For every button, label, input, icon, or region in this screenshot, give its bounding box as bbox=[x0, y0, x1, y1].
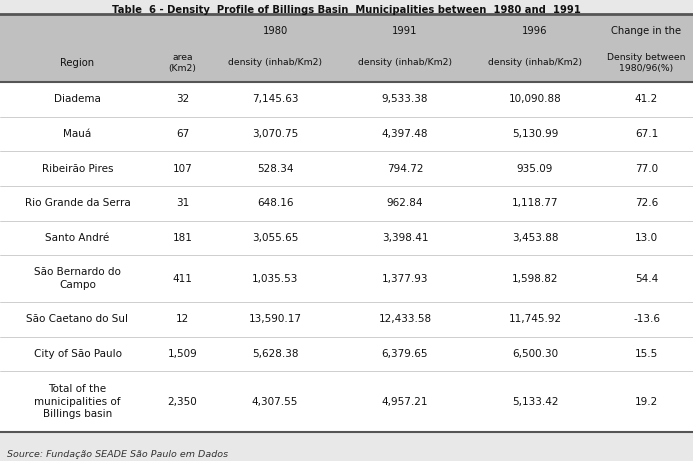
Text: São Bernardo do
Campo: São Bernardo do Campo bbox=[34, 267, 121, 290]
Text: 19.2: 19.2 bbox=[635, 396, 658, 407]
Text: density (inhab/Km2): density (inhab/Km2) bbox=[228, 59, 322, 67]
Text: 528.34: 528.34 bbox=[256, 164, 293, 174]
Text: 3,453.88: 3,453.88 bbox=[511, 233, 559, 243]
Text: 181: 181 bbox=[173, 233, 193, 243]
Text: 13,590.17: 13,590.17 bbox=[249, 314, 301, 325]
Text: 12,433.58: 12,433.58 bbox=[378, 314, 432, 325]
Text: density (inhab/Km2): density (inhab/Km2) bbox=[488, 59, 582, 67]
Text: 1,598.82: 1,598.82 bbox=[511, 274, 559, 284]
Text: 648.16: 648.16 bbox=[256, 198, 293, 208]
Text: Mauá: Mauá bbox=[63, 129, 91, 139]
Text: 5,130.99: 5,130.99 bbox=[512, 129, 558, 139]
Text: Total of the
municipalities of
Billings basin: Total of the municipalities of Billings … bbox=[34, 384, 121, 419]
Text: 3,055.65: 3,055.65 bbox=[252, 233, 298, 243]
Text: 411: 411 bbox=[173, 274, 193, 284]
Text: 935.09: 935.09 bbox=[517, 164, 553, 174]
Text: Region: Region bbox=[60, 58, 94, 68]
Text: 77.0: 77.0 bbox=[635, 164, 658, 174]
Text: Rio Grande da Serra: Rio Grande da Serra bbox=[25, 198, 130, 208]
Text: 1996: 1996 bbox=[523, 26, 547, 36]
Text: Change in the: Change in the bbox=[611, 26, 681, 36]
Text: 41.2: 41.2 bbox=[635, 95, 658, 104]
Text: 4,307.55: 4,307.55 bbox=[252, 396, 298, 407]
Text: 67.1: 67.1 bbox=[635, 129, 658, 139]
Text: Diadema: Diadema bbox=[54, 95, 101, 104]
Text: 107: 107 bbox=[173, 164, 193, 174]
Text: area
(Km2): area (Km2) bbox=[168, 53, 196, 73]
Text: 32: 32 bbox=[176, 95, 189, 104]
Text: Table  6 - Density  Profile of Billings Basin  Municipalities between  1980 and : Table 6 - Density Profile of Billings Ba… bbox=[112, 5, 581, 15]
Text: 67: 67 bbox=[176, 129, 189, 139]
Text: Source: Fundação SEADE São Paulo em Dados: Source: Fundação SEADE São Paulo em Dado… bbox=[7, 450, 228, 459]
Text: density (inhab/Km2): density (inhab/Km2) bbox=[358, 59, 452, 67]
Text: 4,397.48: 4,397.48 bbox=[382, 129, 428, 139]
Text: 1,377.93: 1,377.93 bbox=[382, 274, 428, 284]
Text: 1991: 1991 bbox=[392, 26, 418, 36]
Text: 4,957.21: 4,957.21 bbox=[382, 396, 428, 407]
Text: 1980: 1980 bbox=[263, 26, 288, 36]
Text: Santo André: Santo André bbox=[45, 233, 109, 243]
Text: 15.5: 15.5 bbox=[635, 349, 658, 359]
Text: 1,509: 1,509 bbox=[168, 349, 198, 359]
Text: São Caetano do Sul: São Caetano do Sul bbox=[26, 314, 128, 325]
Text: 1,118.77: 1,118.77 bbox=[511, 198, 559, 208]
Text: 72.6: 72.6 bbox=[635, 198, 658, 208]
Text: Density between
1980/96(%): Density between 1980/96(%) bbox=[607, 53, 686, 73]
Text: 6,500.30: 6,500.30 bbox=[512, 349, 558, 359]
Text: 794.72: 794.72 bbox=[387, 164, 423, 174]
Text: 5,133.42: 5,133.42 bbox=[511, 396, 559, 407]
Text: City of São Paulo: City of São Paulo bbox=[33, 349, 121, 359]
Text: 11,745.92: 11,745.92 bbox=[509, 314, 561, 325]
Text: 7,145.63: 7,145.63 bbox=[252, 95, 298, 104]
Text: Ribeirão Pires: Ribeirão Pires bbox=[42, 164, 113, 174]
Text: 962.84: 962.84 bbox=[387, 198, 423, 208]
Text: 12: 12 bbox=[176, 314, 189, 325]
Text: 9,533.38: 9,533.38 bbox=[382, 95, 428, 104]
Text: 13.0: 13.0 bbox=[635, 233, 658, 243]
Text: -13.6: -13.6 bbox=[633, 314, 660, 325]
Text: 10,090.88: 10,090.88 bbox=[509, 95, 561, 104]
Text: 5,628.38: 5,628.38 bbox=[252, 349, 298, 359]
Text: 1,035.53: 1,035.53 bbox=[252, 274, 298, 284]
Text: 3,070.75: 3,070.75 bbox=[252, 129, 298, 139]
Text: 6,379.65: 6,379.65 bbox=[382, 349, 428, 359]
Text: 54.4: 54.4 bbox=[635, 274, 658, 284]
Text: 31: 31 bbox=[176, 198, 189, 208]
Text: 3,398.41: 3,398.41 bbox=[382, 233, 428, 243]
Text: 2,350: 2,350 bbox=[168, 396, 198, 407]
